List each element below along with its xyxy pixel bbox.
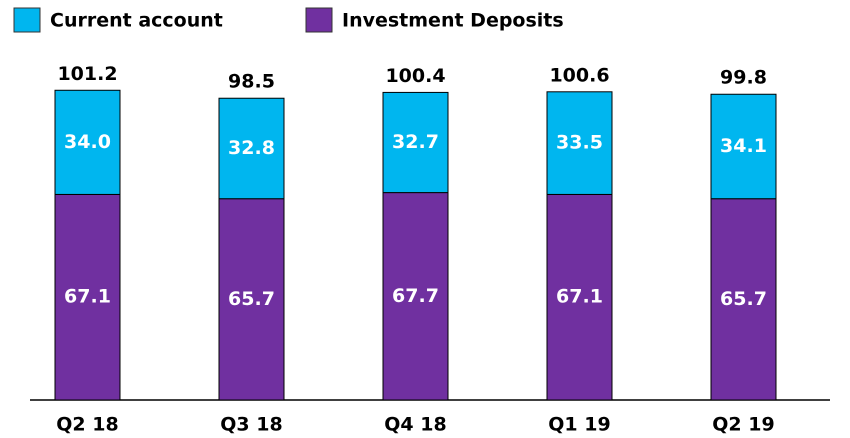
value-label: 65.7 <box>228 288 275 310</box>
bar-segment <box>710 198 777 401</box>
bar-segment <box>546 193 613 401</box>
legend-label: Investment Deposits <box>342 10 564 32</box>
x-tick-label: Q2 19 <box>712 414 774 436</box>
value-label: 34.1 <box>720 135 767 157</box>
total-label: 100.6 <box>549 64 609 86</box>
bar-segment <box>382 91 449 194</box>
bar-segment <box>54 89 121 195</box>
legend-swatch <box>305 7 333 33</box>
value-label: 65.7 <box>720 288 767 310</box>
total-label: 100.4 <box>385 65 445 87</box>
x-tick-label: Q3 18 <box>220 414 282 436</box>
legend-swatch <box>13 7 41 33</box>
value-label: 33.5 <box>556 132 603 154</box>
value-label: 67.1 <box>64 286 111 308</box>
value-label: 34.0 <box>64 131 111 153</box>
total-label: 101.2 <box>57 63 117 85</box>
value-label: 32.8 <box>228 137 275 159</box>
value-label: 67.7 <box>392 285 439 307</box>
x-tick-label: Q1 19 <box>548 414 610 436</box>
total-label: 98.5 <box>228 71 275 93</box>
bar-segment <box>546 91 613 195</box>
value-label: 32.7 <box>392 131 439 153</box>
legend-label: Current account <box>50 10 223 32</box>
bar-segment <box>218 97 285 200</box>
bar-segment <box>382 192 449 401</box>
bar-segment <box>54 193 121 401</box>
x-tick-label: Q2 18 <box>56 414 118 436</box>
value-label: 67.1 <box>556 286 603 308</box>
x-tick-label: Q4 18 <box>384 414 446 436</box>
total-label: 99.8 <box>720 67 767 89</box>
bar-segment <box>710 93 777 200</box>
